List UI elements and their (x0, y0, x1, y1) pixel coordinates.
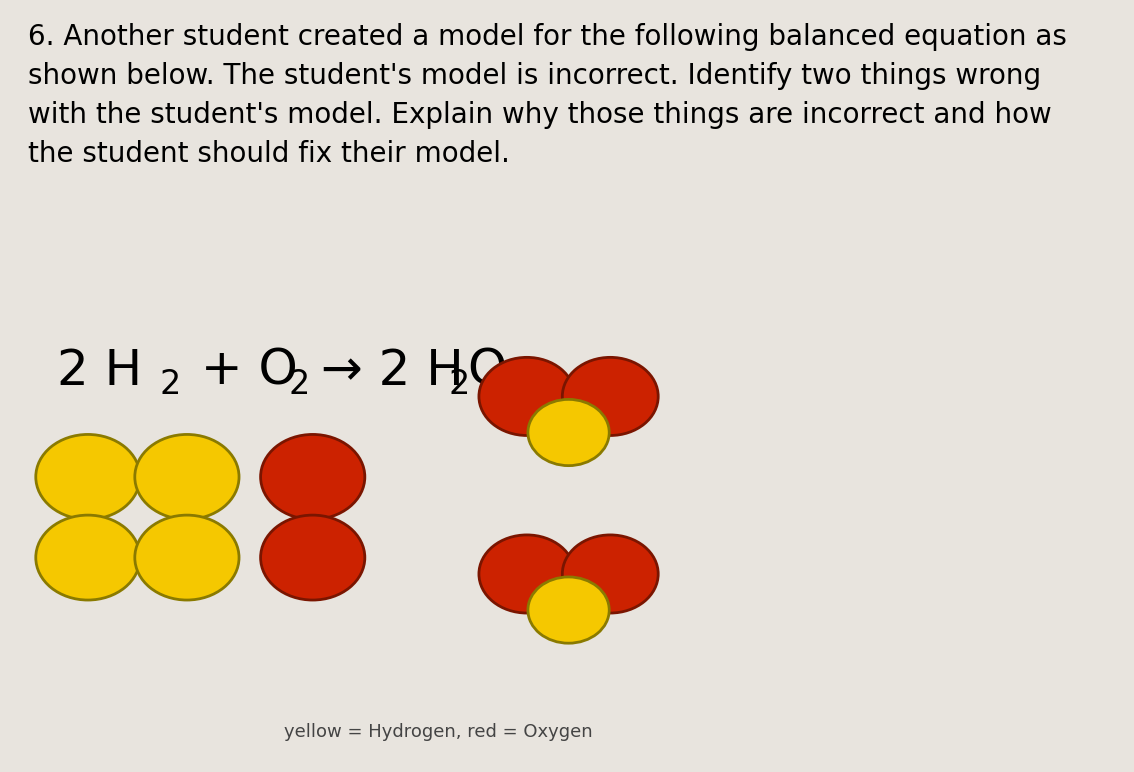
Text: 2: 2 (288, 368, 310, 401)
Circle shape (479, 535, 575, 613)
Circle shape (479, 357, 575, 435)
Circle shape (528, 577, 609, 643)
Circle shape (562, 535, 658, 613)
Circle shape (135, 435, 239, 520)
Circle shape (528, 399, 609, 466)
Text: 6. Another student created a model for the following balanced equation as
shown : 6. Another student created a model for t… (28, 23, 1067, 168)
Text: 2: 2 (159, 368, 180, 401)
Circle shape (135, 515, 239, 600)
Circle shape (36, 515, 139, 600)
Circle shape (36, 435, 139, 520)
Text: + O: + O (185, 347, 297, 394)
Circle shape (562, 357, 658, 435)
Text: 2: 2 (448, 368, 469, 401)
Text: → 2 H: → 2 H (305, 347, 464, 394)
Text: yellow = Hydrogen, red = Oxygen: yellow = Hydrogen, red = Oxygen (285, 723, 593, 741)
Text: O: O (467, 347, 507, 394)
Circle shape (261, 515, 365, 600)
Circle shape (261, 435, 365, 520)
Text: 2 H: 2 H (57, 347, 142, 394)
